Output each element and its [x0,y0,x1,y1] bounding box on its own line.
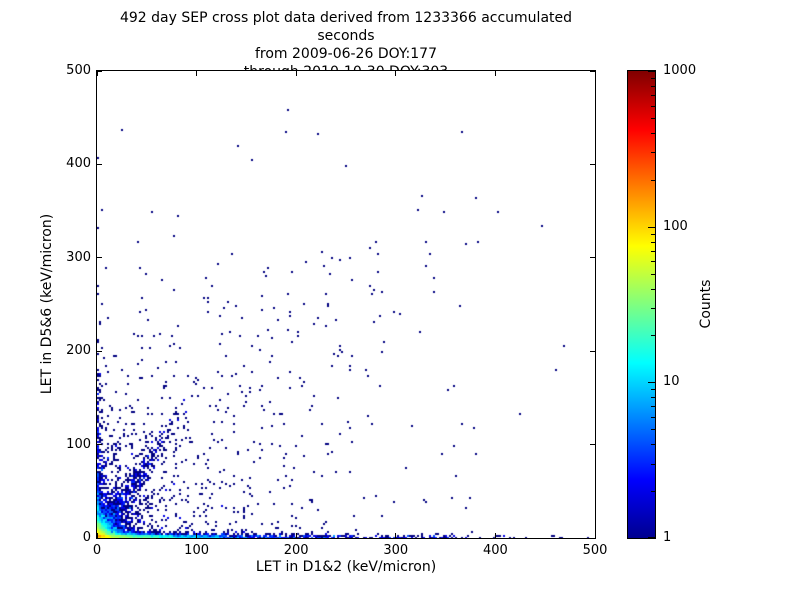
colorbar-tick-label: 100 [663,218,688,234]
y-tick-label: 300 [66,249,91,265]
colorbar-tick-label: 1 [663,530,672,545]
x-axis-label: LET in D1&2 (keV/micron) [255,559,437,575]
scatter-canvas [97,71,595,538]
colorbar [627,70,656,539]
x-tick-label: 100 [184,543,209,558]
y-axis-label-text: LET in D5&6 (keV/micron) [39,213,55,395]
chart-title-line2: from 2009-06-26 DOY:177 [254,46,437,62]
y-tick-label: 100 [66,436,91,452]
plot-area [96,70,596,539]
colorbar-gradient [628,71,655,538]
x-tick-label: 0 [92,543,102,558]
chart-title-line1: 492 day SEP cross plot data derived from… [119,10,573,44]
y-tick-label: 400 [66,156,91,172]
colorbar-label-text: Counts [698,279,714,329]
x-tick-label: 500 [582,543,608,558]
colorbar-tick-label: 10 [663,374,680,390]
x-tick-label: 300 [383,543,409,558]
y-tick-label: 200 [66,343,91,359]
x-tick-label: 400 [482,543,508,558]
x-tick-label: 200 [283,543,309,558]
y-tick-label: 500 [66,63,91,78]
colorbar-tick-label: 1000 [663,63,697,78]
y-tick-label: 0 [82,530,91,545]
